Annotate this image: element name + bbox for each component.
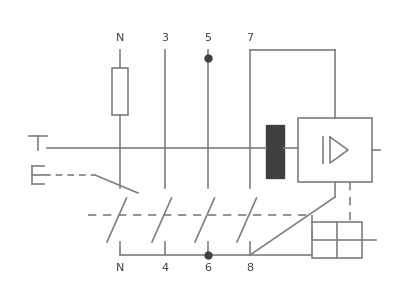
Text: 5: 5 xyxy=(204,33,212,43)
Text: 3: 3 xyxy=(162,33,168,43)
Bar xyxy=(298,118,372,182)
Text: 4: 4 xyxy=(162,263,168,273)
Bar xyxy=(266,125,284,178)
Text: 6: 6 xyxy=(204,263,212,273)
Text: N: N xyxy=(116,33,124,43)
Text: 7: 7 xyxy=(246,33,254,43)
Bar xyxy=(312,222,362,258)
Bar xyxy=(112,68,128,115)
Text: N: N xyxy=(116,263,124,273)
Text: 8: 8 xyxy=(246,263,254,273)
